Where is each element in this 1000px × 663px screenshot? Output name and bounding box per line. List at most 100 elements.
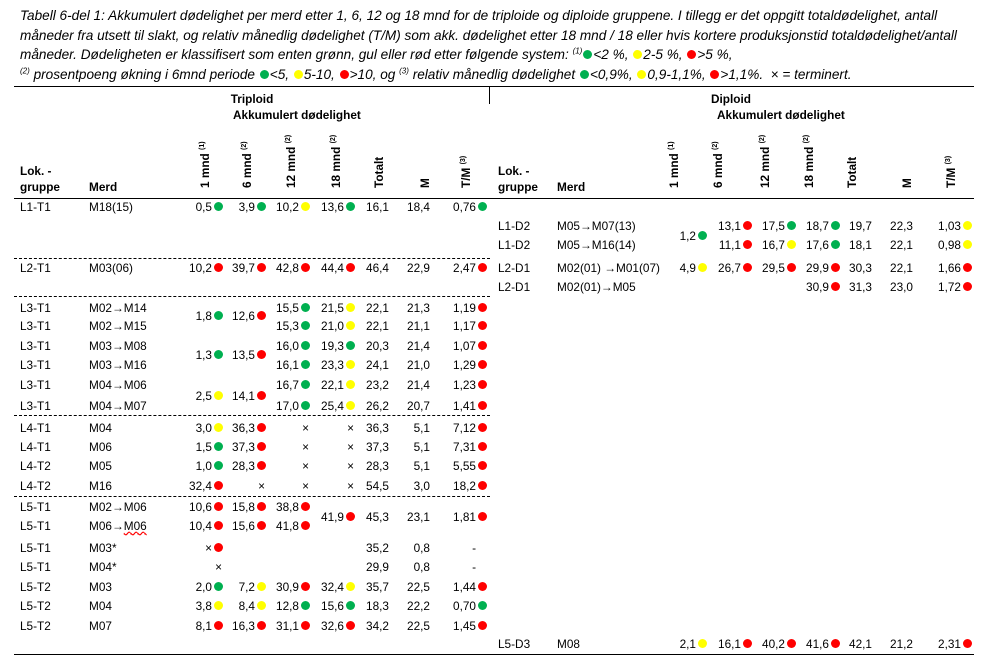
legend-2-yellow: 5-10, <box>303 66 335 82</box>
triploid-m12-cell: 16,1 <box>276 358 299 372</box>
diploid-m-cell: 22,1 <box>890 238 913 252</box>
triploid-tm-cell: - <box>472 541 476 555</box>
triploid-m18-cell: 19,3 <box>321 339 344 353</box>
diploid-m-cell: 22,1 <box>890 261 913 275</box>
triploid-m1-cell: 1,3 <box>195 348 212 362</box>
header-6mnd-footnote: (2) <box>241 141 249 150</box>
header-12mnd-footnote: (2) <box>285 134 293 144</box>
triploid-m18-cell: 15,6 <box>321 599 344 613</box>
diploid-m6-cell: 26,7 <box>718 261 741 275</box>
header-18mnd-label: 18 mnd <box>329 146 343 188</box>
diploid-lok-cell: L5-D3 <box>498 637 531 651</box>
triploid-lok-cell: L5-T1 <box>20 541 51 555</box>
legend-3-text: relativ månedlig dødelighet <box>412 66 576 82</box>
triploid-m6-cell: 37,3 <box>232 440 255 454</box>
red-dot-icon <box>787 263 796 272</box>
triploid-tot-cell: 35,7 <box>366 580 389 594</box>
red-dot-icon <box>831 263 840 272</box>
triploid-m1-cell: 8,1 <box>195 619 212 633</box>
triploid-merd-cell: M04 <box>89 421 112 435</box>
green-dot-icon <box>214 582 223 591</box>
header-merd: Merd <box>557 180 586 194</box>
diploid-m18-cell: 18,7 <box>806 219 829 233</box>
red-dot-icon <box>301 502 310 511</box>
triploid-m18-cell: × <box>347 479 354 493</box>
triploid-lok-cell: L3-T1 <box>20 358 51 372</box>
header-12mnd: 12 mnd (2) <box>758 135 772 188</box>
diploid-tot-cell: 42,1 <box>849 637 872 651</box>
triploid-lok-cell: L2-T1 <box>20 261 51 275</box>
header-18mnd-footnote: (2) <box>803 134 811 144</box>
red-dot-icon <box>214 543 223 552</box>
diploid-tot-cell: 30,3 <box>849 261 872 275</box>
triploid-m12-cell: 17,0 <box>276 399 299 413</box>
diploid-m-cell: 21,2 <box>890 637 913 651</box>
triploid-m18-cell: × <box>347 421 354 435</box>
header-totalt-label: Totalt <box>845 156 859 188</box>
yellow-dot-icon <box>346 380 355 389</box>
green-dot-icon <box>346 601 355 610</box>
green-dot-icon <box>579 69 589 79</box>
red-dot-icon <box>346 263 355 272</box>
triploid-tot-cell: 54,5 <box>366 479 389 493</box>
legend-terminated: × = terminert. <box>770 66 852 82</box>
green-dot-icon <box>214 202 223 211</box>
diploid-merd-cell: M08 <box>557 637 580 651</box>
red-dot-icon <box>478 303 487 312</box>
green-dot-icon <box>259 69 269 79</box>
triploid-merd-cell: M16 <box>89 479 112 493</box>
triploid-merd-cell: M03→M16 <box>89 358 147 372</box>
footnote-2-marker: (2) <box>20 66 30 76</box>
red-dot-icon <box>214 263 223 272</box>
triploid-m6-cell: 36,3 <box>232 421 255 435</box>
diploid-tm-cell: 0,98 <box>938 238 961 252</box>
triploid-m-cell: 0,8 <box>413 541 430 555</box>
triploid-m-cell: 22,5 <box>407 619 430 633</box>
red-dot-icon <box>478 341 487 350</box>
triploid-m1-cell: 32,4 <box>189 479 212 493</box>
triploid-lok-cell: L3-T1 <box>20 301 51 315</box>
red-dot-icon <box>478 380 487 389</box>
green-dot-icon <box>301 401 310 410</box>
group-separator-L1 <box>14 258 490 259</box>
green-dot-icon <box>214 442 223 451</box>
triploid-merd-cell: M04→M06 <box>89 378 147 392</box>
group-separator-L2 <box>14 296 490 297</box>
triploid-tm-cell: 1,41 <box>453 399 476 413</box>
triploid-m12-cell: 42,8 <box>276 261 299 275</box>
red-dot-icon <box>257 502 266 511</box>
green-dot-icon <box>831 240 840 249</box>
triploid-lok-cell: L5-T1 <box>20 560 51 574</box>
triploid-m18-cell: 41,9 <box>321 510 344 524</box>
triploid-tm-cell: 1,07 <box>453 339 476 353</box>
triploid-m-cell: 22,9 <box>407 261 430 275</box>
diploid-lok-cell: L2-D1 <box>498 280 531 294</box>
diploid-m6-cell: 16,1 <box>718 637 741 651</box>
diploid-m12-cell: 29,5 <box>762 261 785 275</box>
red-dot-icon <box>710 69 720 79</box>
triploid-m12-cell: 12,8 <box>276 599 299 613</box>
triploid-tot-cell: 37,3 <box>366 440 389 454</box>
triploid-m-cell: 21,3 <box>407 301 430 315</box>
red-dot-icon <box>257 621 266 630</box>
triploid-tm-cell: 1,81 <box>453 510 476 524</box>
header-12mnd: 12 mnd (2) <box>284 135 298 188</box>
triploid-tm-cell: 18,2 <box>453 479 476 493</box>
header-18mnd: 18 mnd (2) <box>329 135 343 188</box>
triploid-m12-cell: × <box>302 440 309 454</box>
red-dot-icon <box>257 442 266 451</box>
green-dot-icon <box>346 202 355 211</box>
green-dot-icon <box>214 461 223 470</box>
green-dot-icon <box>301 341 310 350</box>
triploid-tot-cell: 46,4 <box>366 261 389 275</box>
diploid-tm-cell: 2,31 <box>938 637 961 651</box>
triploid-m18-cell: 22,1 <box>321 378 344 392</box>
red-dot-icon <box>301 521 310 530</box>
red-dot-icon <box>301 263 310 272</box>
triploid-tm-cell: - <box>472 560 476 574</box>
triploid-m12-cell: 16,7 <box>276 378 299 392</box>
diploid-m1-cell: 2,1 <box>679 637 696 651</box>
green-dot-icon <box>301 303 310 312</box>
triploid-tm-cell: 5,55 <box>453 459 476 473</box>
diploid-m1-cell: 1,2 <box>679 229 696 243</box>
